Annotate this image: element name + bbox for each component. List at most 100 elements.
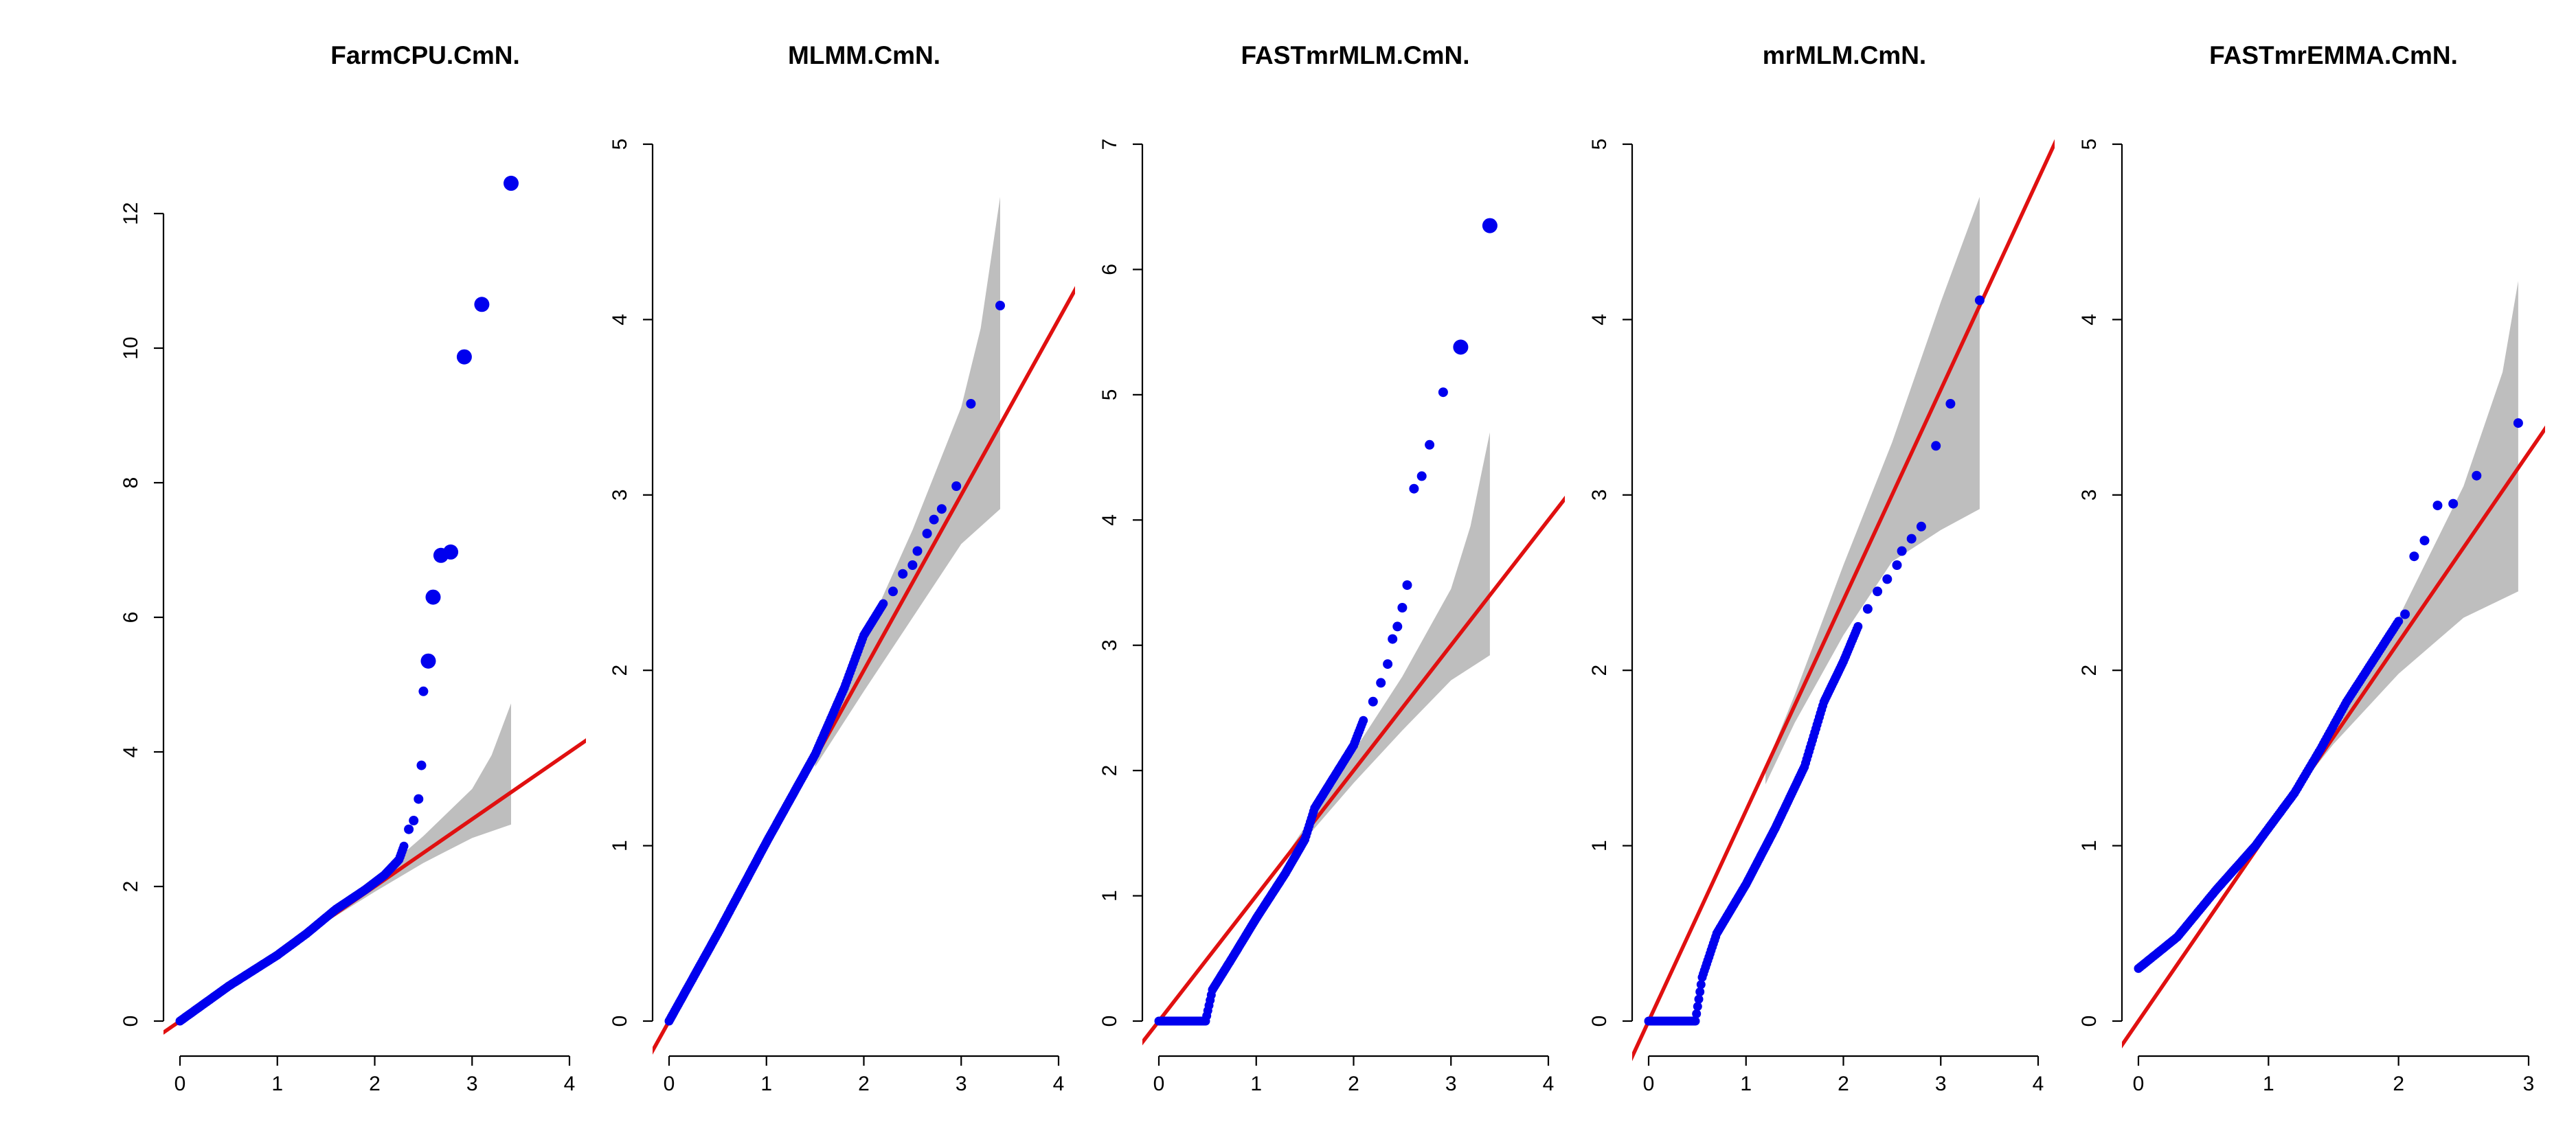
y-tick-label: 3 bbox=[1588, 489, 1611, 501]
reference-line bbox=[1632, 139, 2055, 1062]
panel-title: FarmCPU.CmN. bbox=[330, 41, 520, 69]
y-tick-label: 4 bbox=[1098, 514, 1121, 526]
x-tick-label: 1 bbox=[1740, 1073, 1752, 1095]
data-point bbox=[1696, 980, 1706, 989]
reference-line bbox=[1142, 495, 1565, 1046]
plot-area bbox=[163, 175, 586, 1035]
y-tick-label: 2 bbox=[120, 881, 142, 893]
y-tick-label: 1 bbox=[1588, 840, 1611, 851]
data-point bbox=[1691, 1016, 1700, 1026]
data-point bbox=[1409, 483, 1419, 494]
data-point bbox=[1862, 604, 1873, 614]
panel-fastmremma: FASTmrEMMA.CmN. 0 1 2 3 0 1 2 3 4 5 bbox=[2078, 41, 2545, 1095]
panel-title: mrMLM.CmN. bbox=[1763, 41, 1926, 69]
y-tick-label: 2 bbox=[609, 665, 631, 676]
data-point bbox=[1694, 994, 1704, 1004]
y-tick-label: 0 bbox=[609, 1016, 631, 1027]
data-point bbox=[922, 529, 932, 538]
x-tick-label: 1 bbox=[2263, 1073, 2274, 1095]
y-tick-label: 2 bbox=[1098, 765, 1121, 777]
data-point bbox=[1376, 678, 1386, 688]
data-point bbox=[443, 544, 459, 560]
data-point bbox=[1438, 387, 1448, 398]
x-tick-label: 1 bbox=[760, 1073, 772, 1095]
confidence-band bbox=[1765, 196, 1980, 785]
panel-title: MLMM.CmN. bbox=[788, 41, 940, 69]
y-tick-label: 0 bbox=[1098, 1016, 1121, 1027]
data-point bbox=[2419, 536, 2430, 546]
x-tick-label: 1 bbox=[1250, 1073, 1262, 1095]
panel-mlmm: MLMM.CmN. 0 1 2 3 4 0 1 2 3 4 5 bbox=[609, 41, 1075, 1095]
data-point bbox=[420, 653, 436, 669]
x-tick-label: 4 bbox=[564, 1073, 576, 1095]
plot-area bbox=[1632, 139, 2055, 1062]
plot-area bbox=[653, 196, 1075, 1055]
x-tick-label: 1 bbox=[271, 1073, 283, 1095]
data-point bbox=[2448, 499, 2459, 509]
x-tick-label: 2 bbox=[2393, 1073, 2404, 1095]
confidence-band bbox=[277, 703, 511, 954]
data-point bbox=[414, 794, 424, 804]
data-point bbox=[1402, 580, 1412, 591]
data-point bbox=[1695, 987, 1705, 996]
y-tick-label: 6 bbox=[120, 612, 142, 623]
data-point bbox=[409, 816, 419, 825]
data-point bbox=[1368, 696, 1378, 707]
y-tick-label: 2 bbox=[2078, 665, 2101, 676]
data-point bbox=[888, 586, 898, 597]
y-tick-label: 7 bbox=[1098, 139, 1121, 150]
data-point bbox=[1873, 586, 1883, 597]
y-tick-label: 0 bbox=[120, 1016, 142, 1027]
y-tick-label: 5 bbox=[1588, 139, 1611, 150]
panel-title: FASTmrMLM.CmN. bbox=[1241, 41, 1470, 69]
data-point bbox=[504, 175, 519, 191]
y-tick-label: 4 bbox=[1588, 314, 1611, 325]
data-point bbox=[1425, 439, 1435, 450]
x-tick-label: 2 bbox=[858, 1073, 870, 1095]
data-point bbox=[456, 349, 472, 365]
y-tick-label: 4 bbox=[120, 746, 142, 758]
y-tick-label: 1 bbox=[1098, 890, 1121, 902]
y-tick-label: 0 bbox=[1588, 1016, 1611, 1027]
y-tick-label: 3 bbox=[609, 489, 631, 501]
y-tick-label: 6 bbox=[1098, 264, 1121, 275]
data-point bbox=[2400, 609, 2410, 619]
y-tick-label: 10 bbox=[120, 336, 142, 359]
data-point bbox=[995, 301, 1005, 310]
data-point bbox=[1945, 399, 1956, 409]
x-tick-label: 0 bbox=[1643, 1073, 1655, 1095]
y-tick-label: 5 bbox=[609, 139, 631, 150]
plot-area bbox=[1142, 218, 1565, 1046]
x-tick-label: 2 bbox=[1838, 1073, 1849, 1095]
data-point bbox=[1693, 1002, 1702, 1011]
y-tick-label: 8 bbox=[120, 477, 142, 489]
panel-mrmlm: mrMLM.CmN. 0 1 2 3 4 0 1 2 3 4 5 bbox=[1588, 41, 2055, 1095]
y-tick-label: 2 bbox=[1588, 665, 1611, 676]
data-point bbox=[1453, 339, 1469, 355]
y-tick-label: 3 bbox=[2078, 489, 2101, 501]
data-point bbox=[1974, 295, 1985, 306]
data-point bbox=[1392, 621, 1403, 632]
data-point bbox=[1383, 659, 1393, 670]
x-tick-label: 0 bbox=[1153, 1073, 1165, 1095]
data-point bbox=[1482, 218, 1498, 233]
data-point bbox=[1397, 603, 1408, 613]
data-point bbox=[404, 824, 414, 834]
data-point bbox=[1692, 1009, 1702, 1018]
y-tick-label: 5 bbox=[2078, 139, 2101, 150]
y-tick-label: 3 bbox=[1098, 639, 1121, 651]
data-point bbox=[2472, 470, 2482, 481]
x-tick-label: 0 bbox=[664, 1073, 675, 1095]
x-tick-label: 3 bbox=[1935, 1073, 1947, 1095]
x-tick-label: 3 bbox=[1445, 1073, 1457, 1095]
x-tick-label: 4 bbox=[2033, 1073, 2044, 1095]
data-point bbox=[2513, 418, 2523, 428]
panel-title: FASTmrEMMA.CmN. bbox=[2209, 41, 2458, 69]
data-point bbox=[1388, 634, 1398, 644]
confidence-band bbox=[2294, 281, 2518, 793]
x-tick-label: 3 bbox=[956, 1073, 967, 1095]
data-point bbox=[1897, 546, 1907, 556]
